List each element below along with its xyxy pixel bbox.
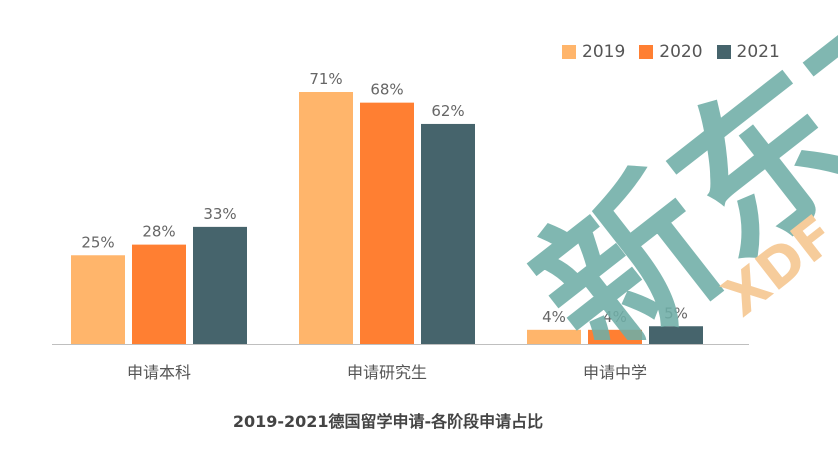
legend-label-2021: 2021 bbox=[736, 42, 780, 62]
bar-2019-1 bbox=[299, 92, 353, 344]
data-label-2019-1: 71% bbox=[309, 70, 342, 88]
x-tick-label-1: 申请研究生 bbox=[347, 363, 427, 382]
bar-2020-2 bbox=[588, 329, 642, 344]
data-label-2019-2: 4% bbox=[542, 308, 566, 326]
bar-2019-2 bbox=[527, 329, 581, 344]
legend-item-2019: 2019 bbox=[562, 42, 625, 62]
data-label-2020-0: 28% bbox=[142, 223, 175, 241]
data-label-2020-2: 4% bbox=[603, 308, 627, 326]
legend-swatch-2021 bbox=[716, 45, 731, 59]
legend-label-2019: 2019 bbox=[582, 42, 626, 62]
legend-label-2020: 2020 bbox=[659, 42, 703, 62]
legend-item-2021: 2021 bbox=[716, 42, 780, 62]
data-label-2019-0: 25% bbox=[81, 233, 114, 251]
bar-2021-0 bbox=[193, 226, 247, 344]
data-label-2021-0: 33% bbox=[203, 205, 236, 223]
x-tick-label-0: 申请本科 bbox=[127, 363, 191, 382]
legend-item-2020: 2020 bbox=[639, 42, 703, 62]
x-tick-label-2: 申请中学 bbox=[583, 363, 647, 382]
data-label-2020-1: 68% bbox=[370, 81, 403, 99]
bar-2020-1 bbox=[360, 102, 414, 344]
legend: 2019 2020 2021 bbox=[562, 42, 780, 62]
chart-title: 2019-2021德国留学申请-各阶段申请占比 bbox=[232, 412, 544, 431]
bar-2021-2 bbox=[649, 326, 703, 344]
data-label-2021-1: 62% bbox=[431, 102, 464, 120]
legend-swatch-2019 bbox=[562, 45, 576, 59]
bar-2019-0 bbox=[71, 255, 125, 344]
data-label-2021-2: 5% bbox=[664, 304, 688, 322]
bar-2020-0 bbox=[132, 244, 186, 344]
legend-swatch-2020 bbox=[639, 45, 654, 59]
bar-2021-1 bbox=[421, 123, 475, 344]
